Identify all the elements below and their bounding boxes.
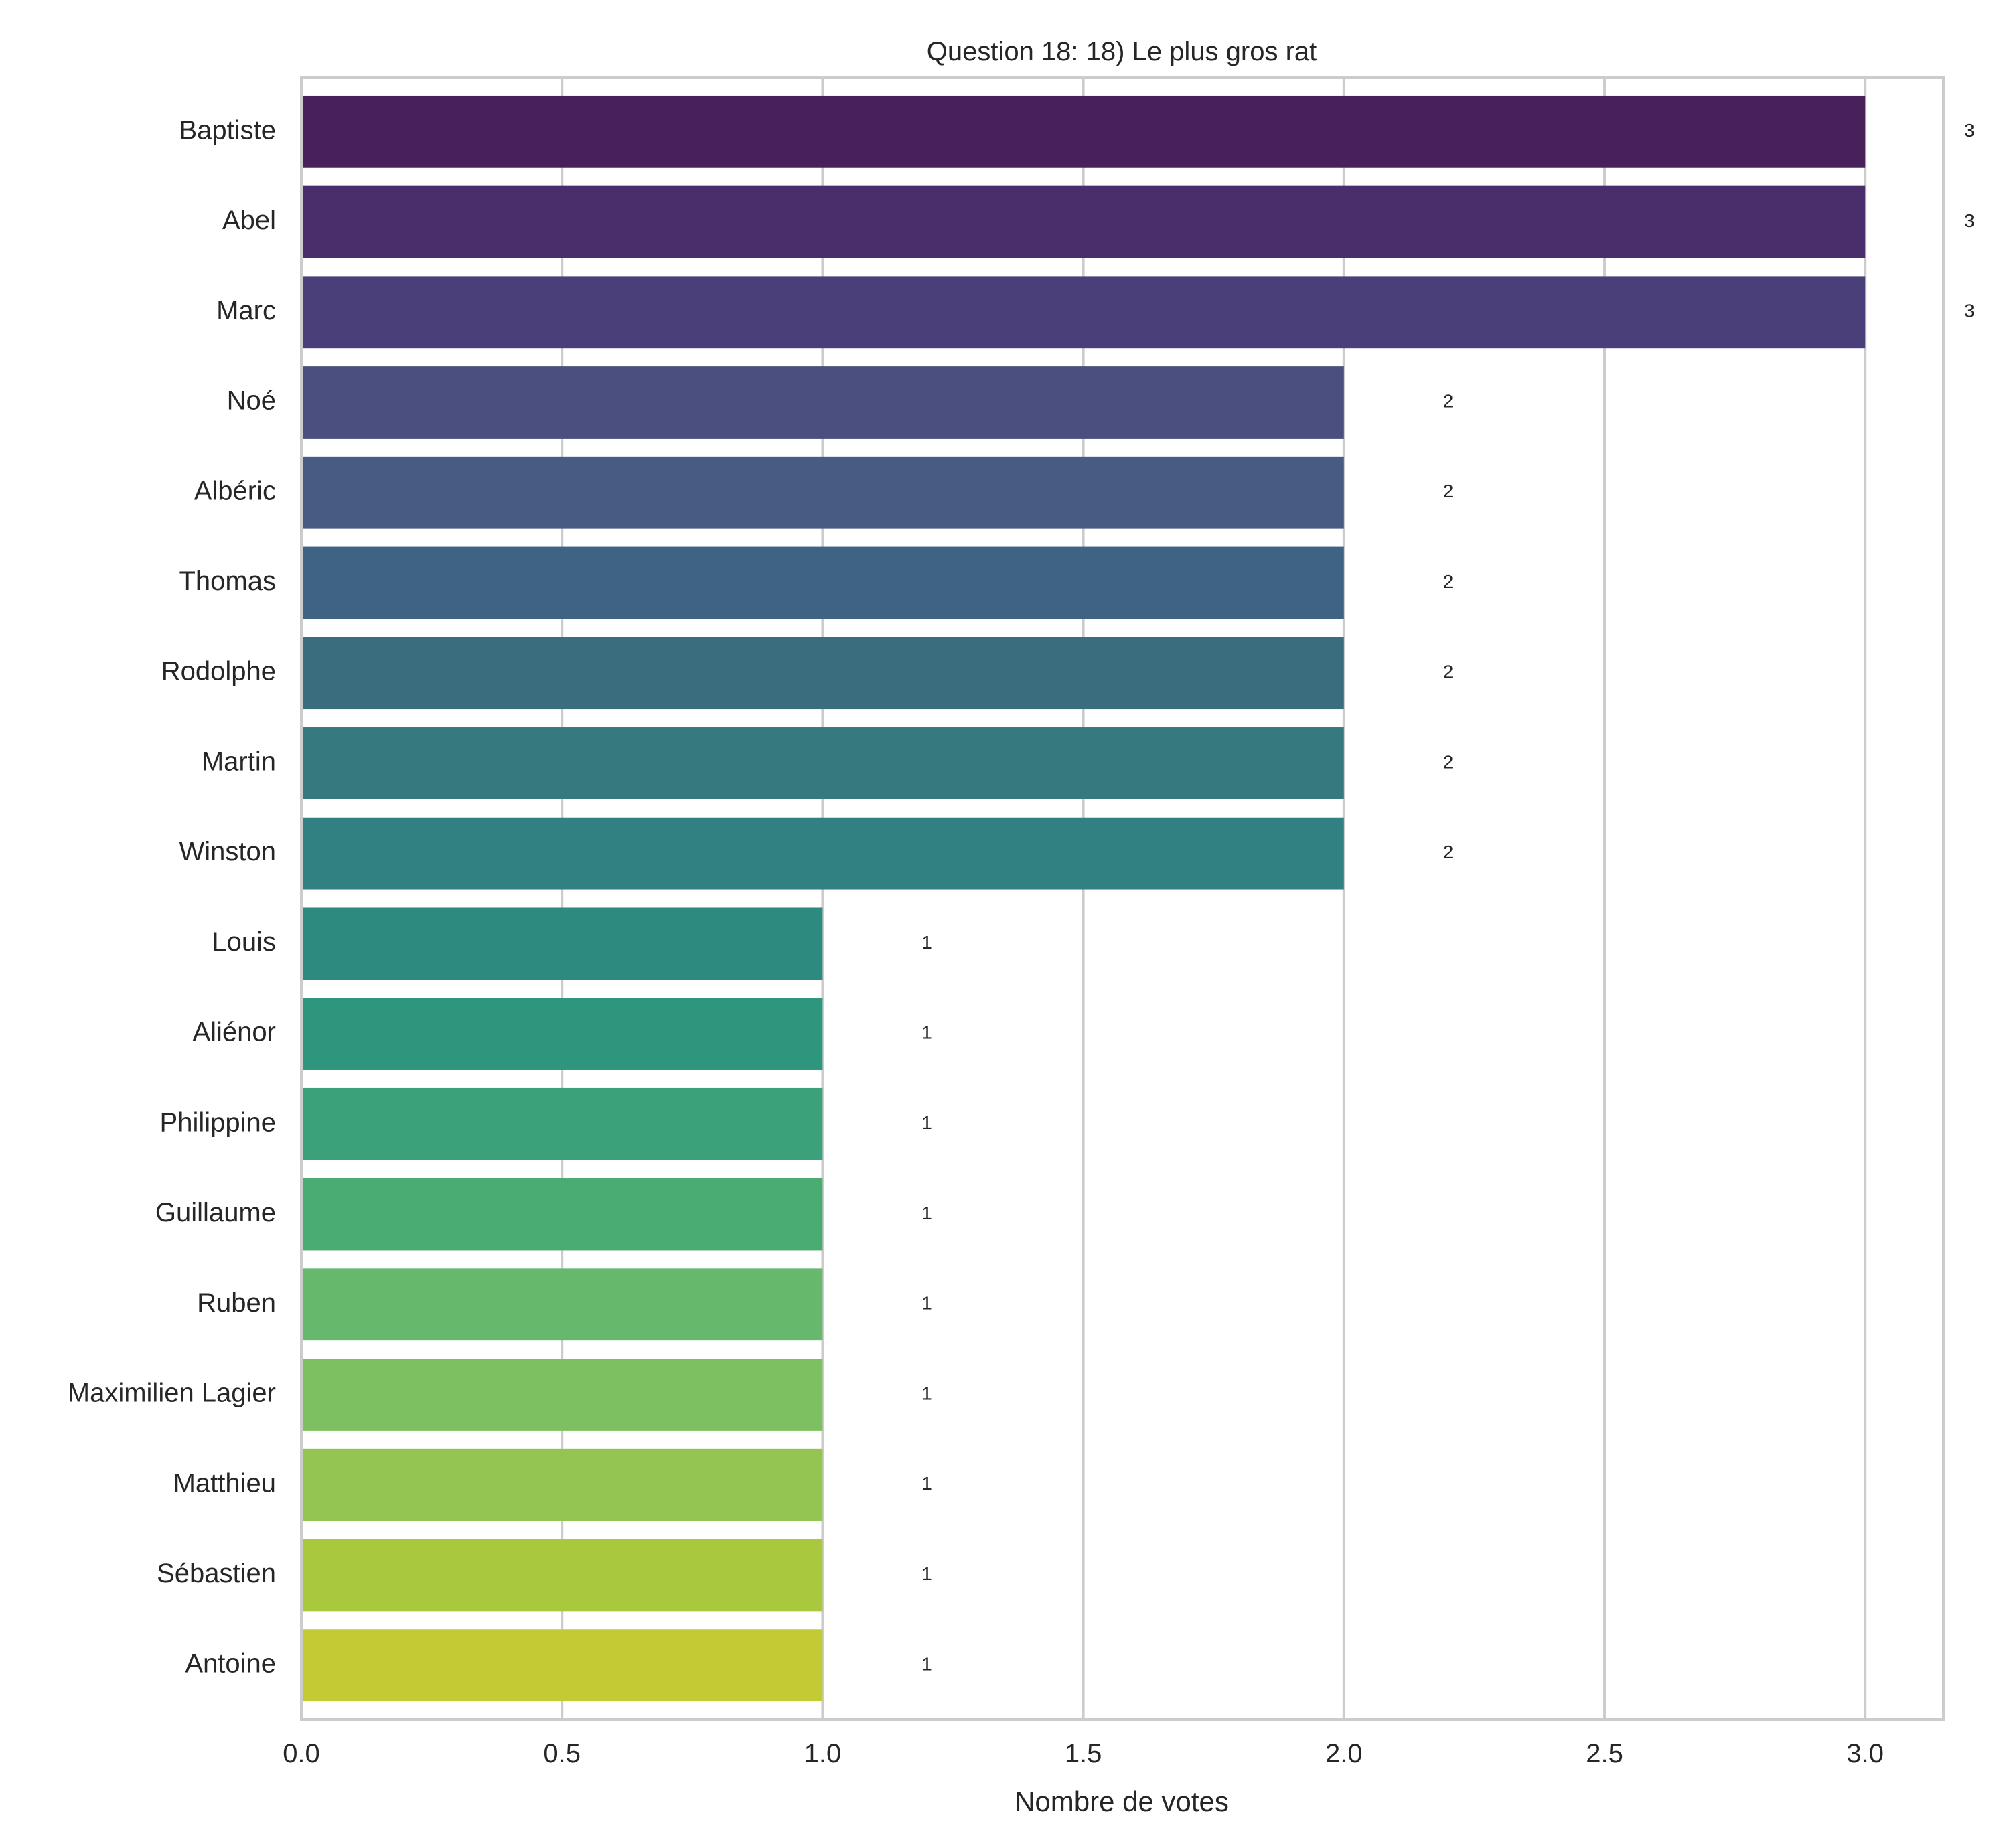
x-tick-label: 1.5 [1065,1739,1102,1768]
bar-value-label: 2 [1443,751,1454,772]
bar-value-label: 2 [1443,842,1454,862]
bar-value-label: 2 [1443,571,1454,592]
bar [301,1268,823,1341]
bar [301,727,1344,799]
bar [301,95,1866,168]
value-labels: 3 3 3 2 2 2 2 2 2 1 1 1 1 1 1 1 1 1 [921,120,1974,1674]
plot-frame [300,76,1945,1721]
bar [301,185,1866,258]
bar-value-label: 3 [1964,120,1975,141]
x-tick-label: 2.5 [1586,1739,1623,1768]
y-tick-label: Noé [227,386,276,416]
bar-value-label: 1 [921,1563,932,1584]
gridlines [561,78,1867,1719]
y-tick-label: Abel [222,206,276,235]
y-tick-label: Guillaume [155,1198,276,1227]
bar [301,546,1344,619]
bar-value-label: 1 [921,932,932,953]
bar [301,366,1344,439]
bar-value-label: 1 [921,1293,932,1314]
x-tick-label: 0.5 [543,1739,581,1768]
bar-value-label: 2 [1443,481,1454,502]
x-tick-label: 0.0 [283,1739,320,1768]
bar-value-label: 1 [921,1022,932,1043]
bar [301,1178,823,1251]
bar [301,907,823,980]
y-tick-label: Albéric [194,476,276,506]
y-tick-label: Baptiste [179,115,276,145]
x-tick-label: 1.0 [804,1739,842,1768]
bars [301,95,1866,1702]
bar-value-label: 1 [921,1203,932,1223]
bar-value-label: 2 [1443,662,1454,682]
bar [301,276,1866,349]
x-axis-label: Nombre de votes [1015,1786,1229,1817]
bar-value-label: 1 [921,1654,932,1675]
x-tick-label: 2.0 [1325,1739,1363,1768]
x-tick-labels: 0.0 0.5 1.0 1.5 2.0 2.5 3.0 [283,1739,1884,1768]
bar-value-label: 1 [921,1473,932,1494]
bar [301,637,1344,710]
bar-value-label: 3 [1964,210,1975,231]
y-tick-label: Rodolphe [161,657,276,686]
bar [301,1087,823,1160]
bar-value-label: 1 [921,1383,932,1403]
bar [301,1359,823,1431]
bar-value-label: 2 [1443,390,1454,411]
y-tick-label: Maximilien Lagier [68,1379,276,1408]
bar [301,998,823,1070]
bar-value-label: 3 [1964,301,1975,321]
y-tick-label: Thomas [179,566,277,596]
y-tick-label: Antoine [185,1649,276,1679]
y-tick-label: Aliénor [192,1018,276,1047]
y-tick-label: Matthieu [173,1468,276,1498]
y-tick-labels: Baptiste Abel Marc Noé Albéric Thomas Rodolphe… [68,115,276,1678]
bar [301,456,1344,529]
bar [301,1448,823,1521]
y-tick-label: Marc [216,296,276,325]
y-tick-label: Winston [179,837,277,866]
y-tick-label: Ruben [197,1288,276,1318]
y-tick-label: Louis [212,927,276,957]
y-tick-label: Sébastien [157,1559,276,1588]
y-tick-label: Martin [202,747,276,776]
y-tick-label: Philippine [160,1107,276,1137]
bar [301,1539,823,1612]
bar-value-label: 1 [921,1112,932,1133]
bar [301,1629,823,1702]
chart-title: Question 18: 18) Le plus gros rat [927,37,1317,66]
bar [301,817,1344,890]
x-tick-label: 3.0 [1846,1739,1884,1768]
